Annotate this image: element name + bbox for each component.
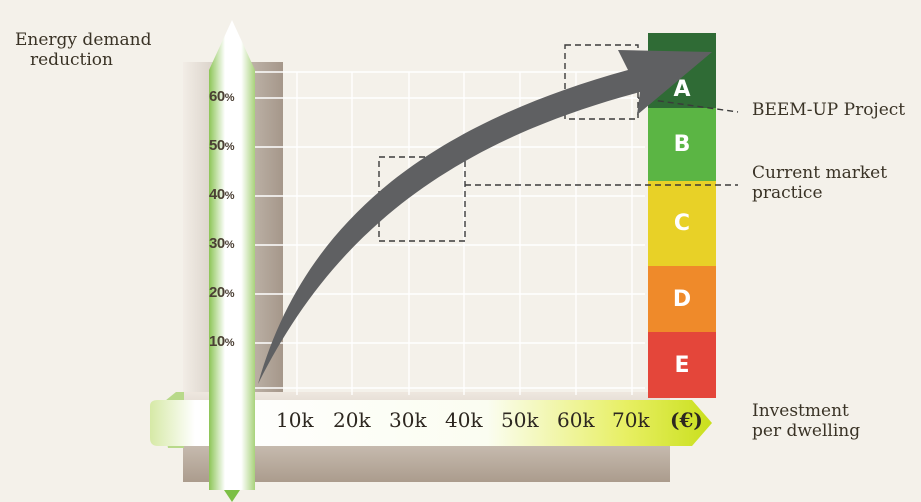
x-tick-50k: 50k [501, 408, 539, 432]
energy-class-bar-c [648, 181, 716, 266]
x-tick-40k: 40k [445, 408, 483, 432]
y-axis-label-line2: reduction [30, 50, 113, 70]
y-axis-ribbon-tip [224, 490, 240, 502]
energy-class-a: A [673, 76, 691, 102]
current-practice-label: Current market practice [752, 163, 917, 203]
current-practice-region-box [378, 156, 466, 242]
y-tick-30: 30% [209, 235, 234, 252]
energy-class-bar-b [648, 108, 716, 181]
x-tick-20k: 20k [333, 408, 371, 432]
x-tick-30k: 30k [389, 408, 427, 432]
x-tick-70k: 70k [612, 408, 650, 432]
y-axis-label: Energy demand reduction [15, 30, 185, 70]
y-axis-label-line1: Energy demand [15, 30, 152, 50]
beem-up-label: BEEM-UP Project [752, 100, 906, 120]
trend-arrow [258, 50, 712, 384]
energy-class-bar-d [648, 266, 716, 332]
x-tick-60k: 60k [557, 408, 595, 432]
x-tick-10k: 10k [276, 408, 314, 432]
energy-class-c: C [673, 211, 691, 236]
y-tick-50: 50% [209, 137, 234, 154]
x-tick-currency: (€) [670, 408, 703, 432]
y-axis-ribbon [209, 20, 255, 490]
grid [255, 71, 645, 395]
y-tick-20: 20% [209, 284, 234, 301]
energy-class-bar-e [648, 332, 716, 398]
energy-class-d: D [672, 286, 692, 312]
energy-class-e: E [674, 352, 690, 378]
y-tick-10: 10% [209, 333, 234, 350]
y-tick-40: 40% [209, 186, 234, 203]
x-axis-label-line2: per dwelling [752, 421, 861, 441]
y-tick-60: 60% [209, 88, 234, 105]
x-axis-label: Investment per dwelling [752, 401, 912, 441]
x-axis-ribbon [150, 400, 712, 446]
current-practice-label-line2: practice [752, 183, 823, 203]
current-practice-label-line1: Current market [752, 163, 888, 183]
beem-up-leader-line [637, 97, 739, 113]
energy-class-b: B [673, 132, 691, 157]
x-axis-label-line1: Investment [752, 401, 849, 421]
